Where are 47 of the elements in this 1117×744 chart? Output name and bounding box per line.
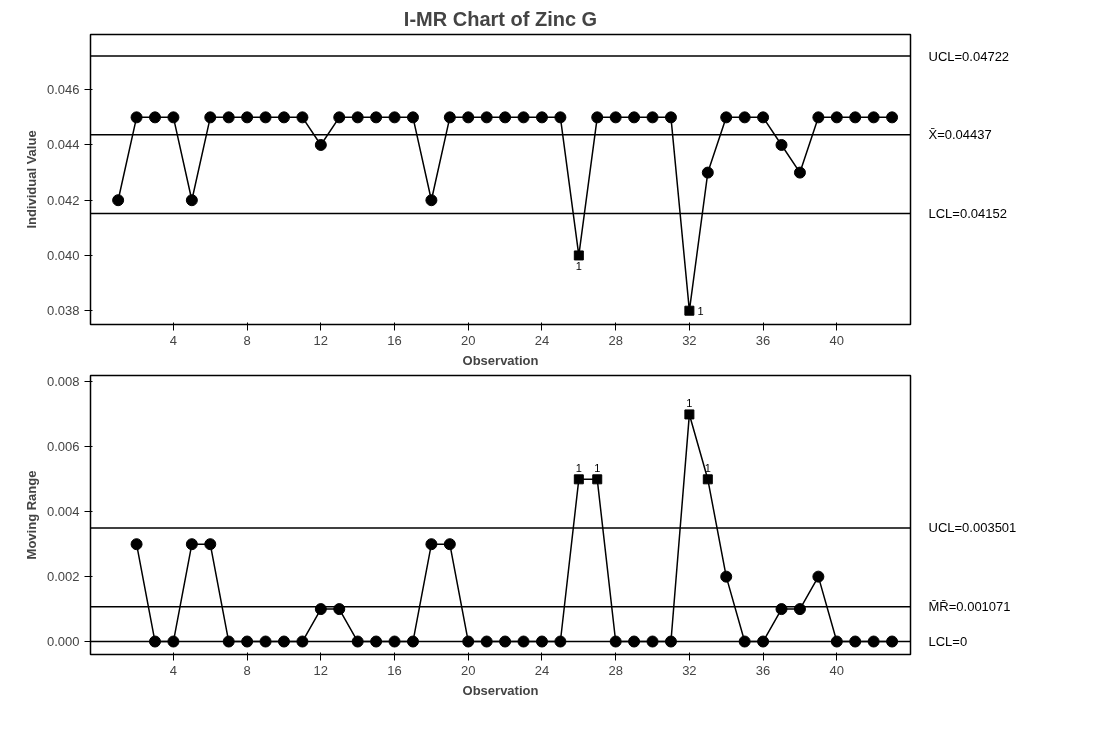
x-tick-label: 32 — [682, 332, 697, 348]
x-tick-label: 20 — [461, 332, 476, 348]
x-tick-label: 16 — [387, 662, 402, 678]
x-tick-label: 24 — [534, 332, 550, 348]
chart-title: I-MR Chart of Zinc G — [403, 7, 598, 30]
y-tick-label: 0.040 — [46, 247, 80, 263]
x-tick-label: 4 — [169, 662, 178, 678]
y-tick-label: 0.042 — [46, 192, 80, 208]
annotation: 1 — [704, 462, 711, 475]
x-tick-label: 8 — [243, 332, 251, 348]
annotation: 1 — [575, 462, 582, 475]
x-tick-label: 40 — [829, 332, 845, 348]
y-tick-label: 0.038 — [46, 303, 80, 319]
y-tick-label: 0.006 — [46, 439, 80, 455]
annotation: 1 — [697, 304, 704, 317]
x-tick-label: 36 — [755, 332, 771, 348]
y-tick-label: 0.000 — [46, 634, 80, 650]
y-axis-title: Individual Value — [23, 130, 39, 229]
y-tick-label: 0.008 — [46, 374, 80, 390]
x-tick-label: 8 — [243, 662, 251, 678]
annotation: 1 — [686, 397, 693, 410]
ref-line-label: UCL=0.003501 — [928, 520, 1017, 536]
ref-line-label: M̄R̄=0.001071 — [928, 599, 1011, 615]
annotation: 1 — [575, 260, 582, 273]
ref-line-label: X̄=0.04437 — [928, 127, 992, 143]
annotation: 1 — [594, 462, 601, 475]
x-tick-label: 24 — [534, 662, 550, 678]
x-tick-label: 32 — [682, 662, 697, 678]
y-axis-title: Moving Range — [23, 470, 39, 560]
y-tick-label: 0.002 — [46, 569, 80, 585]
ref-line-label: LCL=0 — [928, 634, 968, 650]
ref-line-label: UCL=0.04722 — [928, 48, 1010, 64]
y-tick-label: 0.046 — [46, 82, 80, 98]
x-axis-title: Observation — [462, 352, 539, 368]
y-tick-label: 0.004 — [46, 504, 80, 520]
x-tick-label: 12 — [313, 332, 329, 348]
x-tick-label: 16 — [387, 332, 402, 348]
x-axis-title: Observation — [462, 682, 539, 698]
x-tick-label: 40 — [829, 662, 845, 678]
x-tick-label: 36 — [755, 662, 771, 678]
y-tick-label: 0.044 — [46, 137, 80, 153]
ref-line-label: LCL=0.04152 — [928, 205, 1007, 221]
x-tick-label: 28 — [608, 332, 623, 348]
x-tick-label: 4 — [169, 332, 178, 348]
x-tick-label: 28 — [608, 662, 623, 678]
x-tick-label: 20 — [461, 662, 476, 678]
x-tick-label: 12 — [313, 662, 329, 678]
